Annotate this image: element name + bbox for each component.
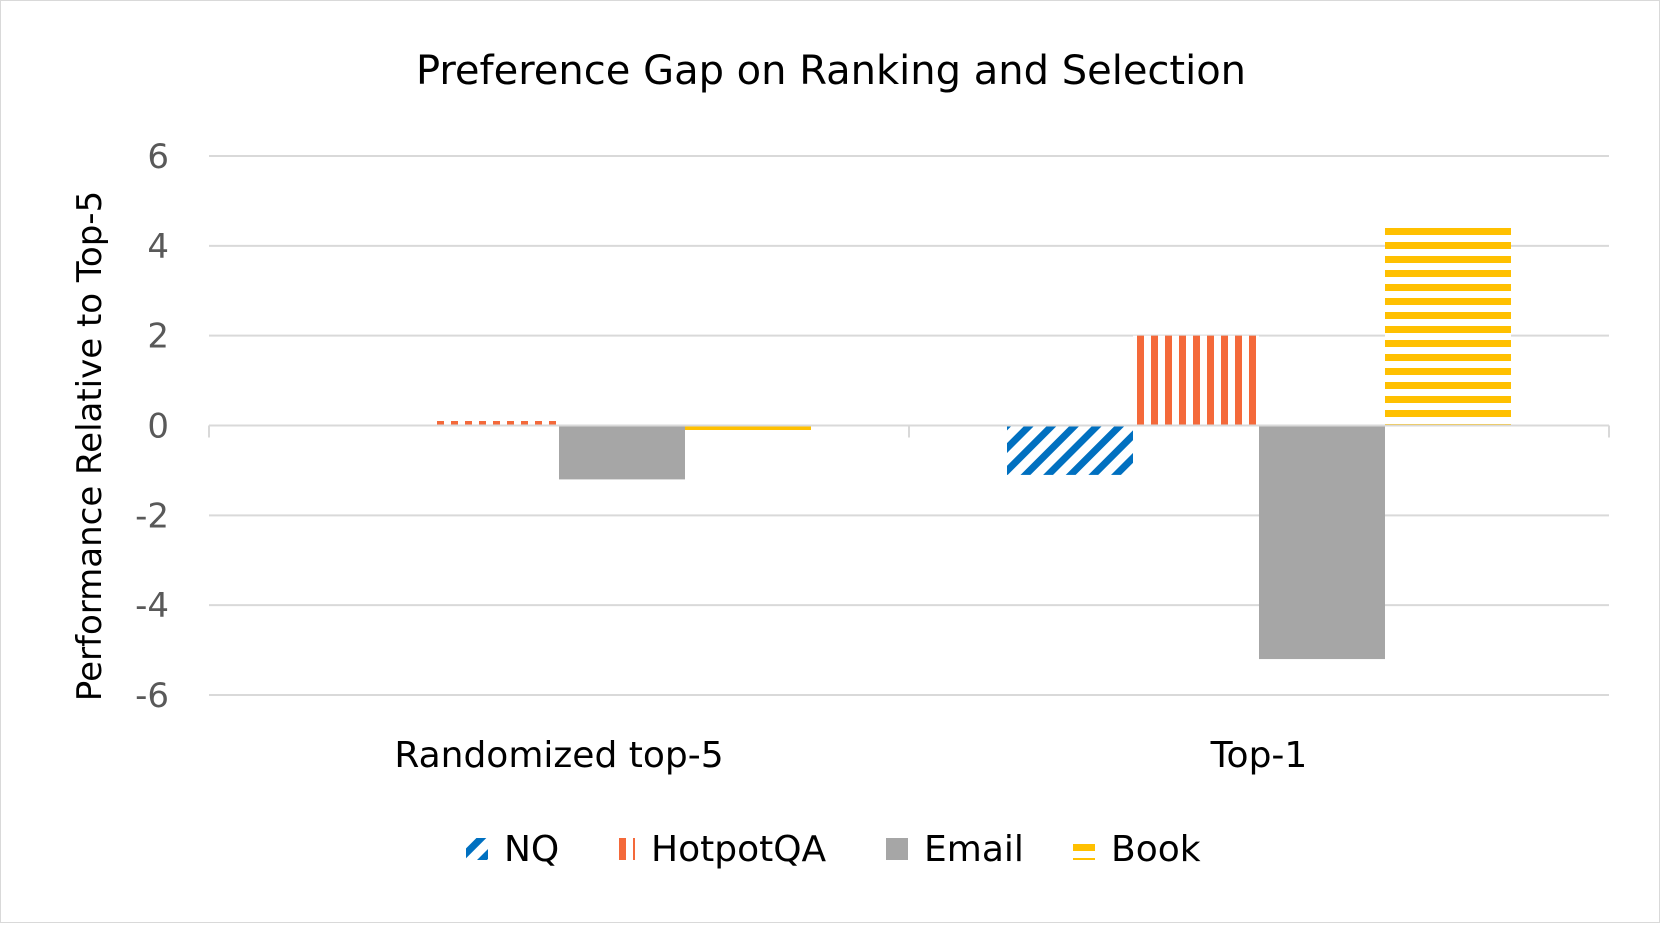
bars	[307, 223, 1511, 659]
x-axis	[209, 426, 1609, 438]
y-tick-label: -2	[135, 496, 169, 536]
x-axis-ticks: Randomized top-5 Top-1	[394, 735, 1307, 776]
legend-swatch-nq	[466, 838, 488, 860]
legend-swatch-email	[886, 838, 908, 860]
y-axis-label: Performance Relative to Top-5	[70, 191, 110, 701]
x-tick-label: Top-1	[1210, 735, 1308, 776]
y-tick-label: 4	[147, 227, 169, 267]
y-tick-label: 6	[147, 137, 169, 177]
y-tick-label: -6	[135, 676, 169, 716]
legend: NQ HotpotQA Email Book	[466, 829, 1201, 870]
legend-label-email: Email	[924, 829, 1024, 870]
chart-title: Preference Gap on Ranking and Selection	[416, 48, 1246, 94]
y-axis-ticks: 6 4 2 0 -2 -4 -6	[135, 137, 169, 716]
bar-hotpotqa-1	[1133, 336, 1259, 426]
bar-book-1	[1385, 223, 1511, 425]
y-tick-label: 0	[147, 407, 169, 447]
bar-email-0	[559, 426, 685, 480]
bar-email-1	[1259, 426, 1385, 660]
x-tick-label: Randomized top-5	[394, 735, 723, 776]
legend-swatch-hotpotqa	[613, 838, 635, 860]
legend-label-hotpotqa: HotpotQA	[651, 829, 827, 870]
legend-label-book: Book	[1111, 829, 1201, 870]
legend-label-nq: NQ	[504, 829, 559, 870]
y-tick-label: -4	[135, 586, 169, 626]
bar-nq-1	[1007, 426, 1133, 475]
legend-swatch-book	[1073, 838, 1095, 860]
y-tick-label: 2	[147, 317, 169, 357]
